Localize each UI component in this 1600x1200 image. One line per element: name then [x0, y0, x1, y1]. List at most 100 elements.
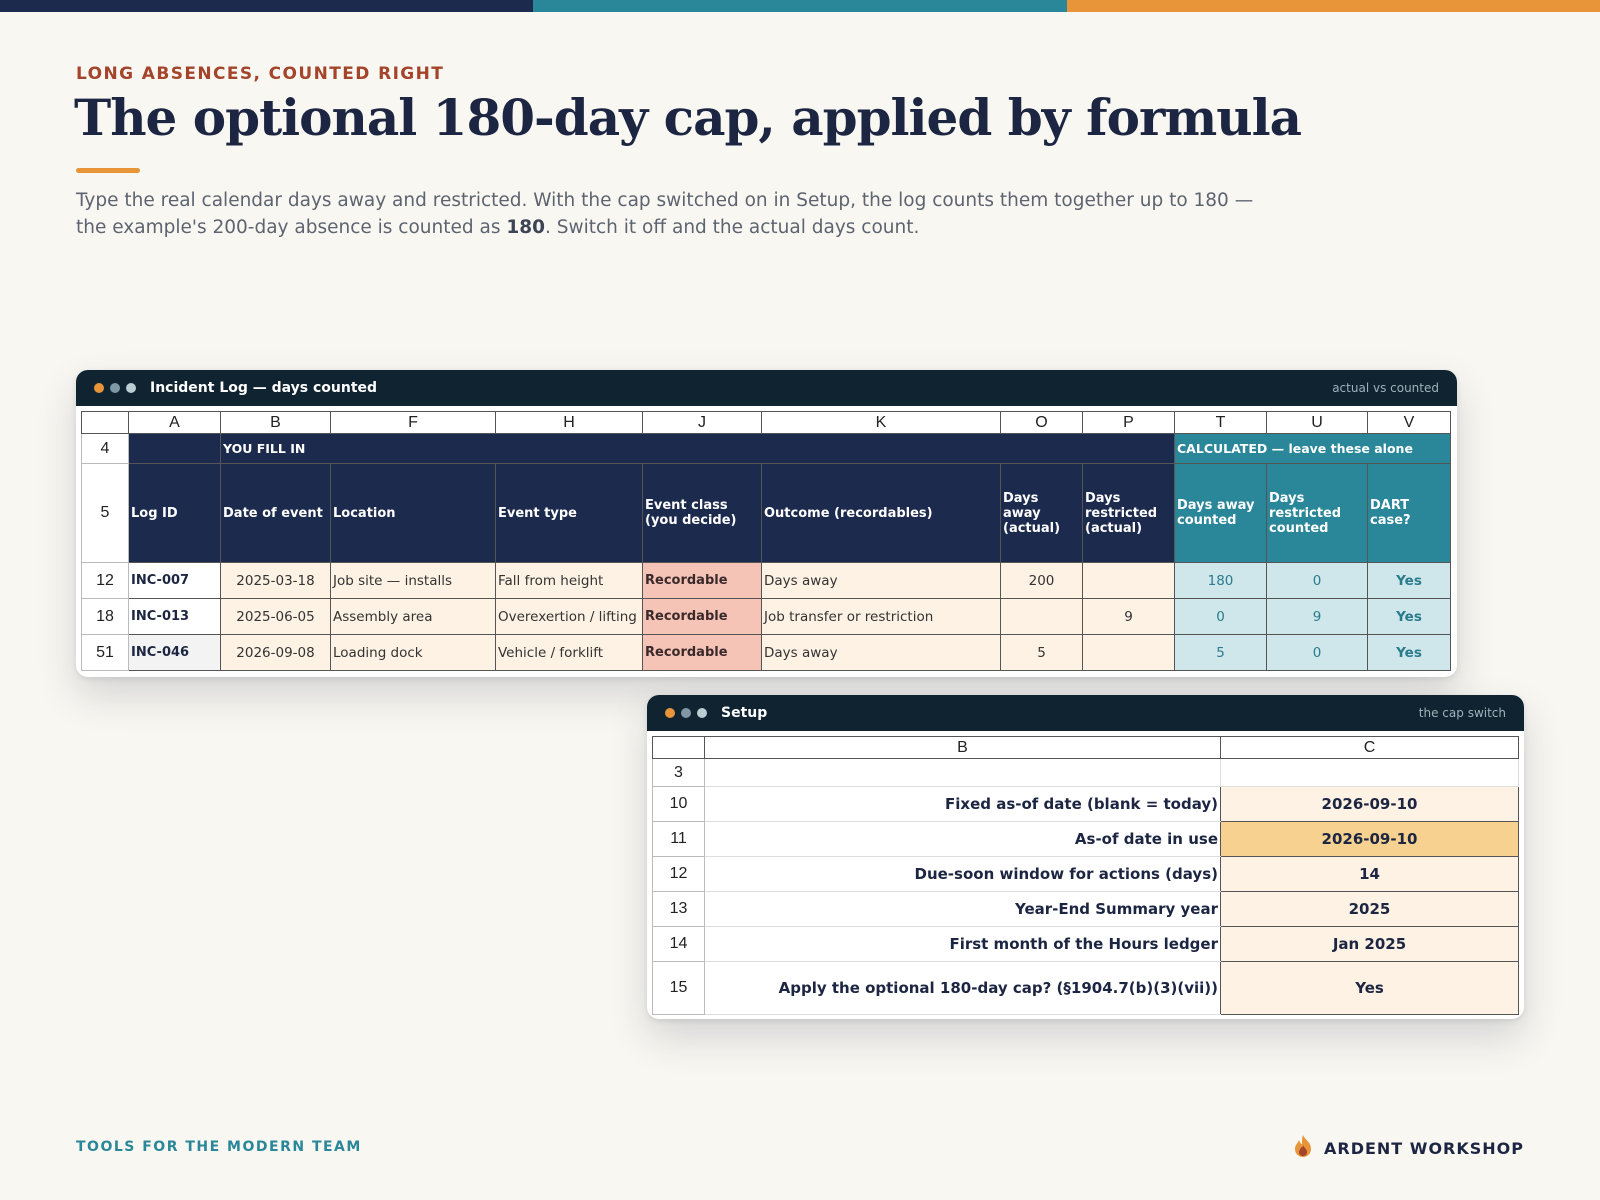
- row-number[interactable]: 15: [652, 961, 705, 1015]
- band-fill-cell[interactable]: [128, 433, 221, 464]
- column-header[interactable]: B: [704, 736, 1221, 759]
- corner-cell[interactable]: [652, 736, 705, 759]
- you-fill-in-band[interactable]: YOU FILL IN: [220, 433, 1175, 464]
- cap-switch-input[interactable]: Yes: [1220, 961, 1519, 1015]
- location-cell[interactable]: Job site — installs: [330, 562, 496, 599]
- column-header[interactable]: F: [330, 411, 496, 434]
- header-dart-case[interactable]: DART case?: [1367, 463, 1451, 563]
- dart-case-cell[interactable]: Yes: [1367, 562, 1451, 599]
- header-event-type[interactable]: Event type: [495, 463, 643, 563]
- date-cell[interactable]: 2026-09-08: [220, 634, 331, 671]
- date-cell[interactable]: 2025-06-05: [220, 598, 331, 635]
- column-header[interactable]: C: [1220, 736, 1519, 759]
- header-row: 5 Log ID Date of event Location Event ty…: [81, 463, 1451, 563]
- setup-label-cell[interactable]: Due-soon window for actions (days): [704, 856, 1221, 892]
- days-restricted-counted-cell[interactable]: 9: [1266, 598, 1368, 635]
- setup-label-cell[interactable]: Fixed as-of date (blank = today): [704, 786, 1221, 822]
- column-header[interactable]: K: [761, 411, 1001, 434]
- header-days-restricted-actual[interactable]: Days restricted (actual): [1082, 463, 1175, 563]
- event-class-cell[interactable]: Recordable: [642, 634, 762, 671]
- hours-ledger-month-input[interactable]: Jan 2025: [1220, 926, 1519, 962]
- event-class-cell[interactable]: Recordable: [642, 598, 762, 635]
- days-away-counted-cell[interactable]: 5: [1174, 634, 1267, 671]
- lede-part-1: Type the real calendar days away and res…: [76, 190, 1254, 238]
- event-type-cell[interactable]: Overexertion / lifting: [495, 598, 643, 635]
- column-header[interactable]: J: [642, 411, 762, 434]
- header-log-id[interactable]: Log ID: [128, 463, 221, 563]
- header-days-away-actual[interactable]: Days away (actual): [1000, 463, 1083, 563]
- row-number[interactable]: 10: [652, 786, 705, 822]
- row-number[interactable]: 18: [81, 598, 129, 635]
- days-restricted-cell[interactable]: [1082, 634, 1175, 671]
- window-dot-grey: [110, 383, 120, 393]
- as-of-date-in-use-cell[interactable]: 2026-09-10: [1220, 821, 1519, 857]
- column-header[interactable]: O: [1000, 411, 1083, 434]
- page-title: The optional 180-day cap, applied by for…: [74, 88, 1302, 147]
- row-number[interactable]: 4: [81, 433, 129, 464]
- row-number[interactable]: 3: [652, 758, 705, 787]
- setup-window-note: the cap switch: [1418, 706, 1506, 720]
- setup-label-cell[interactable]: [704, 758, 1221, 787]
- dart-case-cell[interactable]: Yes: [1367, 598, 1451, 635]
- days-away-cell[interactable]: 200: [1000, 562, 1083, 599]
- setup-window: Setup the cap switch B C 3 10 Fixed as-o…: [647, 695, 1524, 1019]
- top-bar-navy: [0, 0, 534, 12]
- setup-label-cell[interactable]: As-of date in use: [704, 821, 1221, 857]
- header-date[interactable]: Date of event: [220, 463, 331, 563]
- days-away-counted-cell[interactable]: 0: [1174, 598, 1267, 635]
- column-header[interactable]: P: [1082, 411, 1175, 434]
- row-number[interactable]: 51: [81, 634, 129, 671]
- header-days-away-counted[interactable]: Days away counted: [1174, 463, 1267, 563]
- column-header[interactable]: H: [495, 411, 643, 434]
- days-restricted-cell[interactable]: 9: [1082, 598, 1175, 635]
- row-number[interactable]: 5: [81, 463, 129, 563]
- header-outcome[interactable]: Outcome (recordables): [761, 463, 1001, 563]
- days-away-cell[interactable]: [1000, 598, 1083, 635]
- dart-case-cell[interactable]: Yes: [1367, 634, 1451, 671]
- setup-sheet: B C 3 10 Fixed as-of date (blank = today…: [652, 736, 1519, 1015]
- setup-label-cell[interactable]: Apply the optional 180-day cap? (§1904.7…: [704, 961, 1221, 1015]
- log-id-cell[interactable]: INC-007: [128, 562, 221, 599]
- summary-year-input[interactable]: 2025: [1220, 891, 1519, 927]
- row-number[interactable]: 11: [652, 821, 705, 857]
- event-class-cell[interactable]: Recordable: [642, 562, 762, 599]
- outcome-cell[interactable]: Days away: [761, 562, 1001, 599]
- log-id-cell[interactable]: INC-013: [128, 598, 221, 635]
- days-away-cell[interactable]: 5: [1000, 634, 1083, 671]
- setup-value-cell[interactable]: [1220, 758, 1519, 787]
- column-header[interactable]: V: [1367, 411, 1451, 434]
- days-restricted-counted-cell[interactable]: 0: [1266, 562, 1368, 599]
- column-header[interactable]: T: [1174, 411, 1267, 434]
- event-type-cell[interactable]: Fall from height: [495, 562, 643, 599]
- corner-cell[interactable]: [81, 411, 129, 434]
- setup-label-cell[interactable]: First month of the Hours ledger: [704, 926, 1221, 962]
- location-cell[interactable]: Loading dock: [330, 634, 496, 671]
- days-restricted-cell[interactable]: [1082, 562, 1175, 599]
- column-header[interactable]: B: [220, 411, 331, 434]
- as-of-date-input[interactable]: 2026-09-10: [1220, 786, 1519, 822]
- date-cell[interactable]: 2025-03-18: [220, 562, 331, 599]
- window-controls: [665, 708, 707, 718]
- days-restricted-counted-cell[interactable]: 0: [1266, 634, 1368, 671]
- setup-label-cell[interactable]: Year-End Summary year: [704, 891, 1221, 927]
- table-row: 18 INC-013 2025-06-05 Assembly area Over…: [81, 598, 1451, 635]
- footer-tagline: TOOLS FOR THE MODERN TEAM: [76, 1139, 362, 1155]
- outcome-cell[interactable]: Days away: [761, 634, 1001, 671]
- due-soon-window-input[interactable]: 14: [1220, 856, 1519, 892]
- row-number[interactable]: 12: [652, 856, 705, 892]
- header-days-restricted-counted[interactable]: Days restricted counted: [1266, 463, 1368, 563]
- location-cell[interactable]: Assembly area: [330, 598, 496, 635]
- header-location[interactable]: Location: [330, 463, 496, 563]
- log-id-cell[interactable]: INC-046: [128, 634, 221, 671]
- column-header[interactable]: U: [1266, 411, 1368, 434]
- row-number[interactable]: 12: [81, 562, 129, 599]
- event-type-cell[interactable]: Vehicle / forklift: [495, 634, 643, 671]
- days-away-counted-cell[interactable]: 180: [1174, 562, 1267, 599]
- top-bar-teal: [533, 0, 1067, 12]
- outcome-cell[interactable]: Job transfer or restriction: [761, 598, 1001, 635]
- row-number[interactable]: 14: [652, 926, 705, 962]
- row-number[interactable]: 13: [652, 891, 705, 927]
- calculated-band[interactable]: CALCULATED — leave these alone: [1174, 433, 1451, 464]
- header-event-class[interactable]: Event class (you decide): [642, 463, 762, 563]
- column-header[interactable]: A: [128, 411, 221, 434]
